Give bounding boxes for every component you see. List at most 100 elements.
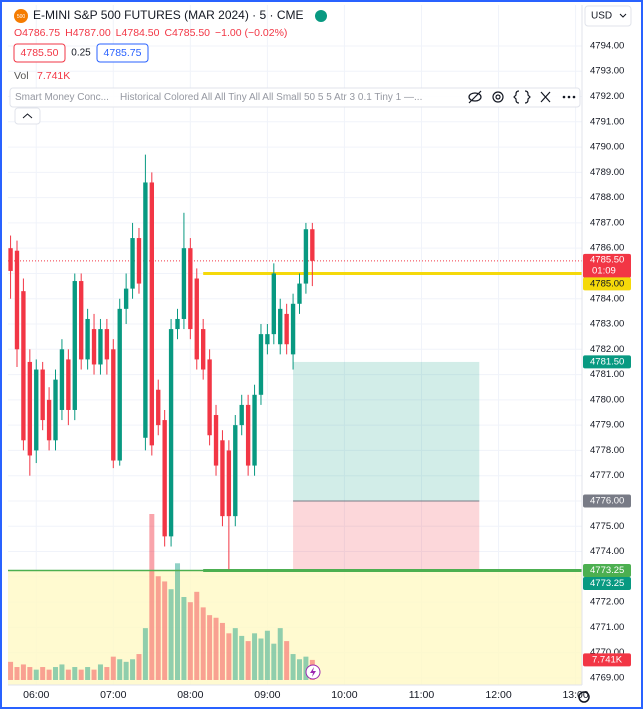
candle-body <box>149 182 155 446</box>
volume-bar <box>162 581 168 680</box>
y-tick-label: 4788.00 <box>590 192 624 203</box>
volume-value: 7.741K <box>37 70 70 82</box>
volume-bar <box>110 656 116 680</box>
volume-bar <box>149 514 155 680</box>
candle-body <box>245 404 251 466</box>
candle-body <box>297 283 302 304</box>
x-tick-label: 12:00 <box>485 689 511 701</box>
candle-body <box>278 308 283 345</box>
volume-bar <box>290 654 296 680</box>
candle-body <box>265 334 270 345</box>
candle-body <box>284 313 289 345</box>
y-tick-label: 4791.00 <box>590 116 624 127</box>
price-label-box <box>583 576 631 590</box>
y-tick-label: 4784.00 <box>590 293 624 304</box>
y-tick-label: 4770.00 <box>590 647 624 658</box>
candle-body <box>14 250 20 350</box>
candle-body <box>213 415 219 466</box>
settings-icon[interactable] <box>578 691 590 703</box>
volume-bar <box>258 638 264 680</box>
volume-bar <box>187 602 193 680</box>
x-tick-label: 09:00 <box>254 689 280 701</box>
ohlc-value: −1.00 (−0.02%) <box>215 27 287 39</box>
y-tick-label: 4780.00 <box>590 394 624 405</box>
volume-bar <box>175 563 181 680</box>
candle-body <box>303 229 309 284</box>
candle-body <box>162 420 167 537</box>
ohlc-line: O4786.75 H4787.00 L4784.50 C4785.50 −1.00 (−… <box>14 27 287 39</box>
y-tick-label: 4772.00 <box>590 597 624 608</box>
candle-body <box>27 361 33 456</box>
candle-body <box>8 248 13 271</box>
volume-bar <box>200 607 206 680</box>
volume-bar <box>271 643 277 680</box>
volume-label: 7.741K <box>592 654 623 665</box>
x-tick-label: 07:00 <box>100 689 126 701</box>
y-tick-label: 4787.00 <box>590 217 624 228</box>
volume-bar <box>181 597 187 680</box>
bid-price: 4785.50 <box>21 47 59 59</box>
x-tick-label: 13:00 <box>562 689 588 701</box>
x-tick-label: 10:00 <box>331 689 357 701</box>
candle-body <box>252 394 257 466</box>
price-label: 4773.25 <box>590 578 624 589</box>
candle-body <box>104 329 110 360</box>
spread: 0.25 <box>71 48 91 59</box>
indicator-icons[interactable] <box>468 90 551 104</box>
volume-bar <box>219 622 225 680</box>
volume-bar <box>8 661 14 680</box>
candle-body <box>233 425 238 517</box>
symbol-badge: 500 <box>17 14 26 20</box>
header: 500 E-MINI S&P 500 FUTURES (MAR 2024) · … <box>9 5 632 703</box>
y-tick-label: 4778.00 <box>590 445 624 456</box>
candle-body <box>188 248 193 330</box>
more-icon[interactable] <box>562 95 576 99</box>
collapse-button[interactable] <box>14 107 41 125</box>
volume-bar <box>123 661 129 680</box>
symbol-title[interactable]: E-MINI S&P 500 FUTURES (MAR 2024) · 5 · … <box>33 8 304 22</box>
volume-bar <box>232 628 238 680</box>
sell-button[interactable] <box>13 43 66 63</box>
volume-bar <box>72 667 78 680</box>
y-tick-label: 4777.00 <box>590 470 624 481</box>
price-label-box <box>583 253 631 278</box>
y-tick-label: 4774.00 <box>590 546 624 557</box>
y-tick-label: 4789.00 <box>590 167 624 178</box>
x-tick-label: 06:00 <box>23 689 49 701</box>
market-open-icon[interactable] <box>315 10 327 22</box>
volume-bar <box>168 589 174 680</box>
volume-bar <box>65 669 71 680</box>
indicator-params: Historical Colored All All Tiny All All … <box>120 92 422 103</box>
volume-bar <box>20 664 26 680</box>
stop-loss-zone <box>293 500 480 571</box>
candle-body <box>117 308 122 461</box>
ohlc-value: C4785.50 <box>164 27 210 39</box>
volume-bar <box>33 669 39 680</box>
volume-bar <box>207 615 213 680</box>
volume-label: Vol <box>14 70 29 82</box>
ohlc-value: O4786.75 <box>14 27 60 39</box>
candle-body <box>66 359 71 410</box>
volume-bar <box>53 667 59 680</box>
y-tick-label: 4792.00 <box>590 91 624 102</box>
indicator-legend[interactable] <box>9 87 581 108</box>
plot-area <box>8 5 582 685</box>
ohlc-value: H4787.00 <box>65 27 111 39</box>
y-tick-label: 4771.00 <box>590 622 624 633</box>
candle-body <box>72 281 77 410</box>
candle-body <box>34 369 39 451</box>
currency-button[interactable] <box>584 5 632 27</box>
volume-bar <box>213 617 219 680</box>
candle-body <box>85 318 90 360</box>
y-tick-label: 4782.00 <box>590 344 624 355</box>
y-tick-label: 4793.00 <box>590 66 624 77</box>
candle-body <box>143 182 148 438</box>
volume-bar <box>91 669 97 680</box>
candle-body <box>239 404 244 426</box>
buy-button[interactable] <box>96 43 149 63</box>
volume-bar <box>78 669 84 680</box>
symbol-icon <box>14 9 28 23</box>
candle-body <box>290 303 296 355</box>
x-tick-label: 11:00 <box>409 689 435 701</box>
